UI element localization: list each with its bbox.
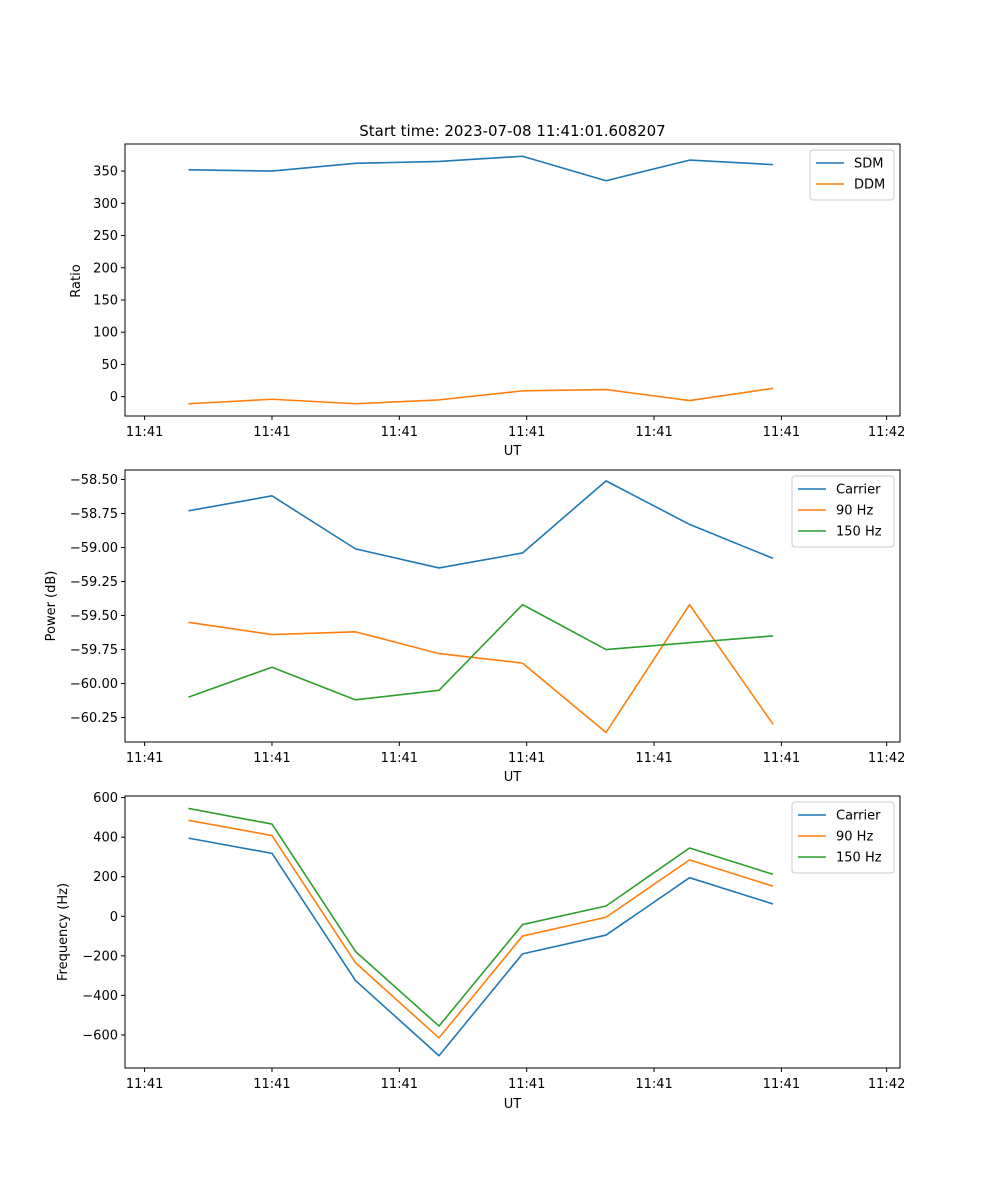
- y-tick-label: −59.25: [70, 575, 118, 590]
- x-tick-label: 11:41: [763, 751, 800, 766]
- y-tick-label: 50: [101, 358, 118, 373]
- power-panel: UT Power (dB) 11:41 11:41 11:41 11:41 11:41 1…: [44, 469, 905, 785]
- axes-frame: [124, 795, 901, 1069]
- y-tick-label: 100: [93, 326, 118, 341]
- x-tick-label: 11:41: [253, 1077, 290, 1092]
- legend-entry: 150 Hz: [836, 525, 882, 540]
- axes-frame: [124, 143, 901, 417]
- legend-entry: DDM: [854, 178, 885, 193]
- y-axis-label: Frequency (Hz): [56, 883, 71, 981]
- y-tick-label: 150: [93, 293, 118, 308]
- ratio-panel: Start time: 2023-07-08 11:41:01.608207 U…: [69, 122, 905, 459]
- y-tick-label: −200: [82, 949, 118, 964]
- y-tick-label: −60.00: [70, 677, 118, 692]
- x-tick-label: 11:41: [508, 751, 545, 766]
- x-tick-label: 11:41: [635, 425, 672, 440]
- x-tick-label: 11:41: [381, 1077, 418, 1092]
- y-tick-label: 200: [93, 870, 118, 885]
- x-axis-label: UT: [504, 1097, 522, 1112]
- frequency-panel: UT Frequency (Hz) 11:41 11:41 11:41 11:41 11…: [56, 791, 905, 1112]
- legend: SDM DDM: [809, 149, 895, 201]
- y-tick-label: −59.50: [70, 609, 118, 624]
- x-tick-label: 11:41: [635, 751, 672, 766]
- legend-entry: 90 Hz: [836, 504, 873, 519]
- series-line-90-hz: [188, 819, 774, 1039]
- x-tick-label: 11:41: [635, 1077, 672, 1092]
- chart-title: Start time: 2023-07-08 11:41:01.608207: [359, 122, 665, 140]
- x-tick-label: 11:41: [126, 1077, 163, 1092]
- x-tick-label: 11:41: [381, 425, 418, 440]
- y-tick-label: −59.75: [70, 643, 118, 658]
- legend-box: [791, 475, 895, 548]
- x-axis-label: UT: [504, 444, 522, 459]
- x-tick-label: 11:41: [126, 425, 163, 440]
- y-tick-label: −600: [82, 1028, 118, 1043]
- legend-entry: 150 Hz: [836, 851, 882, 866]
- x-tick-label: 11:41: [763, 425, 800, 440]
- legend: Carrier 90 Hz 150 Hz: [791, 475, 895, 548]
- x-tick-label: 11:41: [763, 1077, 800, 1092]
- legend-entry: 90 Hz: [836, 830, 873, 845]
- x-tick-label: 11:42: [868, 1077, 905, 1092]
- y-tick-label: 0: [110, 390, 118, 405]
- x-tick-label: 11:41: [253, 751, 290, 766]
- legend-entry: Carrier: [836, 483, 881, 498]
- legend: Carrier 90 Hz 150 Hz: [791, 801, 895, 874]
- x-tick-label: 11:41: [508, 425, 545, 440]
- legend-entry: Carrier: [836, 809, 881, 824]
- y-tick-label: 200: [93, 261, 118, 276]
- y-tick-label: −59.00: [70, 541, 118, 556]
- y-tick-label: 350: [93, 165, 118, 180]
- x-tick-label: 11:41: [126, 751, 163, 766]
- y-tick-label: 600: [93, 791, 118, 806]
- x-tick-label: 11:42: [868, 751, 905, 766]
- series-line-150-hz: [188, 807, 774, 1027]
- legend-box: [791, 801, 895, 874]
- y-tick-label: 400: [93, 831, 118, 846]
- legend-entry: SDM: [854, 157, 883, 172]
- y-tick-label: 300: [93, 197, 118, 212]
- x-tick-label: 11:41: [508, 1077, 545, 1092]
- x-axis-label: UT: [504, 770, 522, 785]
- x-tick-label: 11:41: [381, 751, 418, 766]
- y-tick-label: 250: [93, 229, 118, 244]
- y-axis-label: Power (dB): [44, 571, 59, 642]
- series-line-carrier: [188, 837, 774, 1057]
- x-tick-label: 11:42: [868, 425, 905, 440]
- y-tick-label: −58.50: [70, 473, 118, 488]
- y-tick-label: −58.75: [70, 507, 118, 522]
- series-line-ddm: [188, 387, 774, 405]
- series-line-sdm: [188, 155, 774, 182]
- series-line-150-hz: [188, 603, 774, 701]
- axes-frame: [124, 469, 901, 743]
- y-tick-label: −400: [82, 989, 118, 1004]
- y-axis-label: Ratio: [69, 264, 84, 297]
- series-line-carrier: [188, 480, 774, 569]
- series-line-90-hz: [188, 603, 774, 734]
- y-tick-label: 0: [110, 910, 118, 925]
- y-tick-label: −60.25: [70, 711, 118, 726]
- x-tick-label: 11:41: [253, 425, 290, 440]
